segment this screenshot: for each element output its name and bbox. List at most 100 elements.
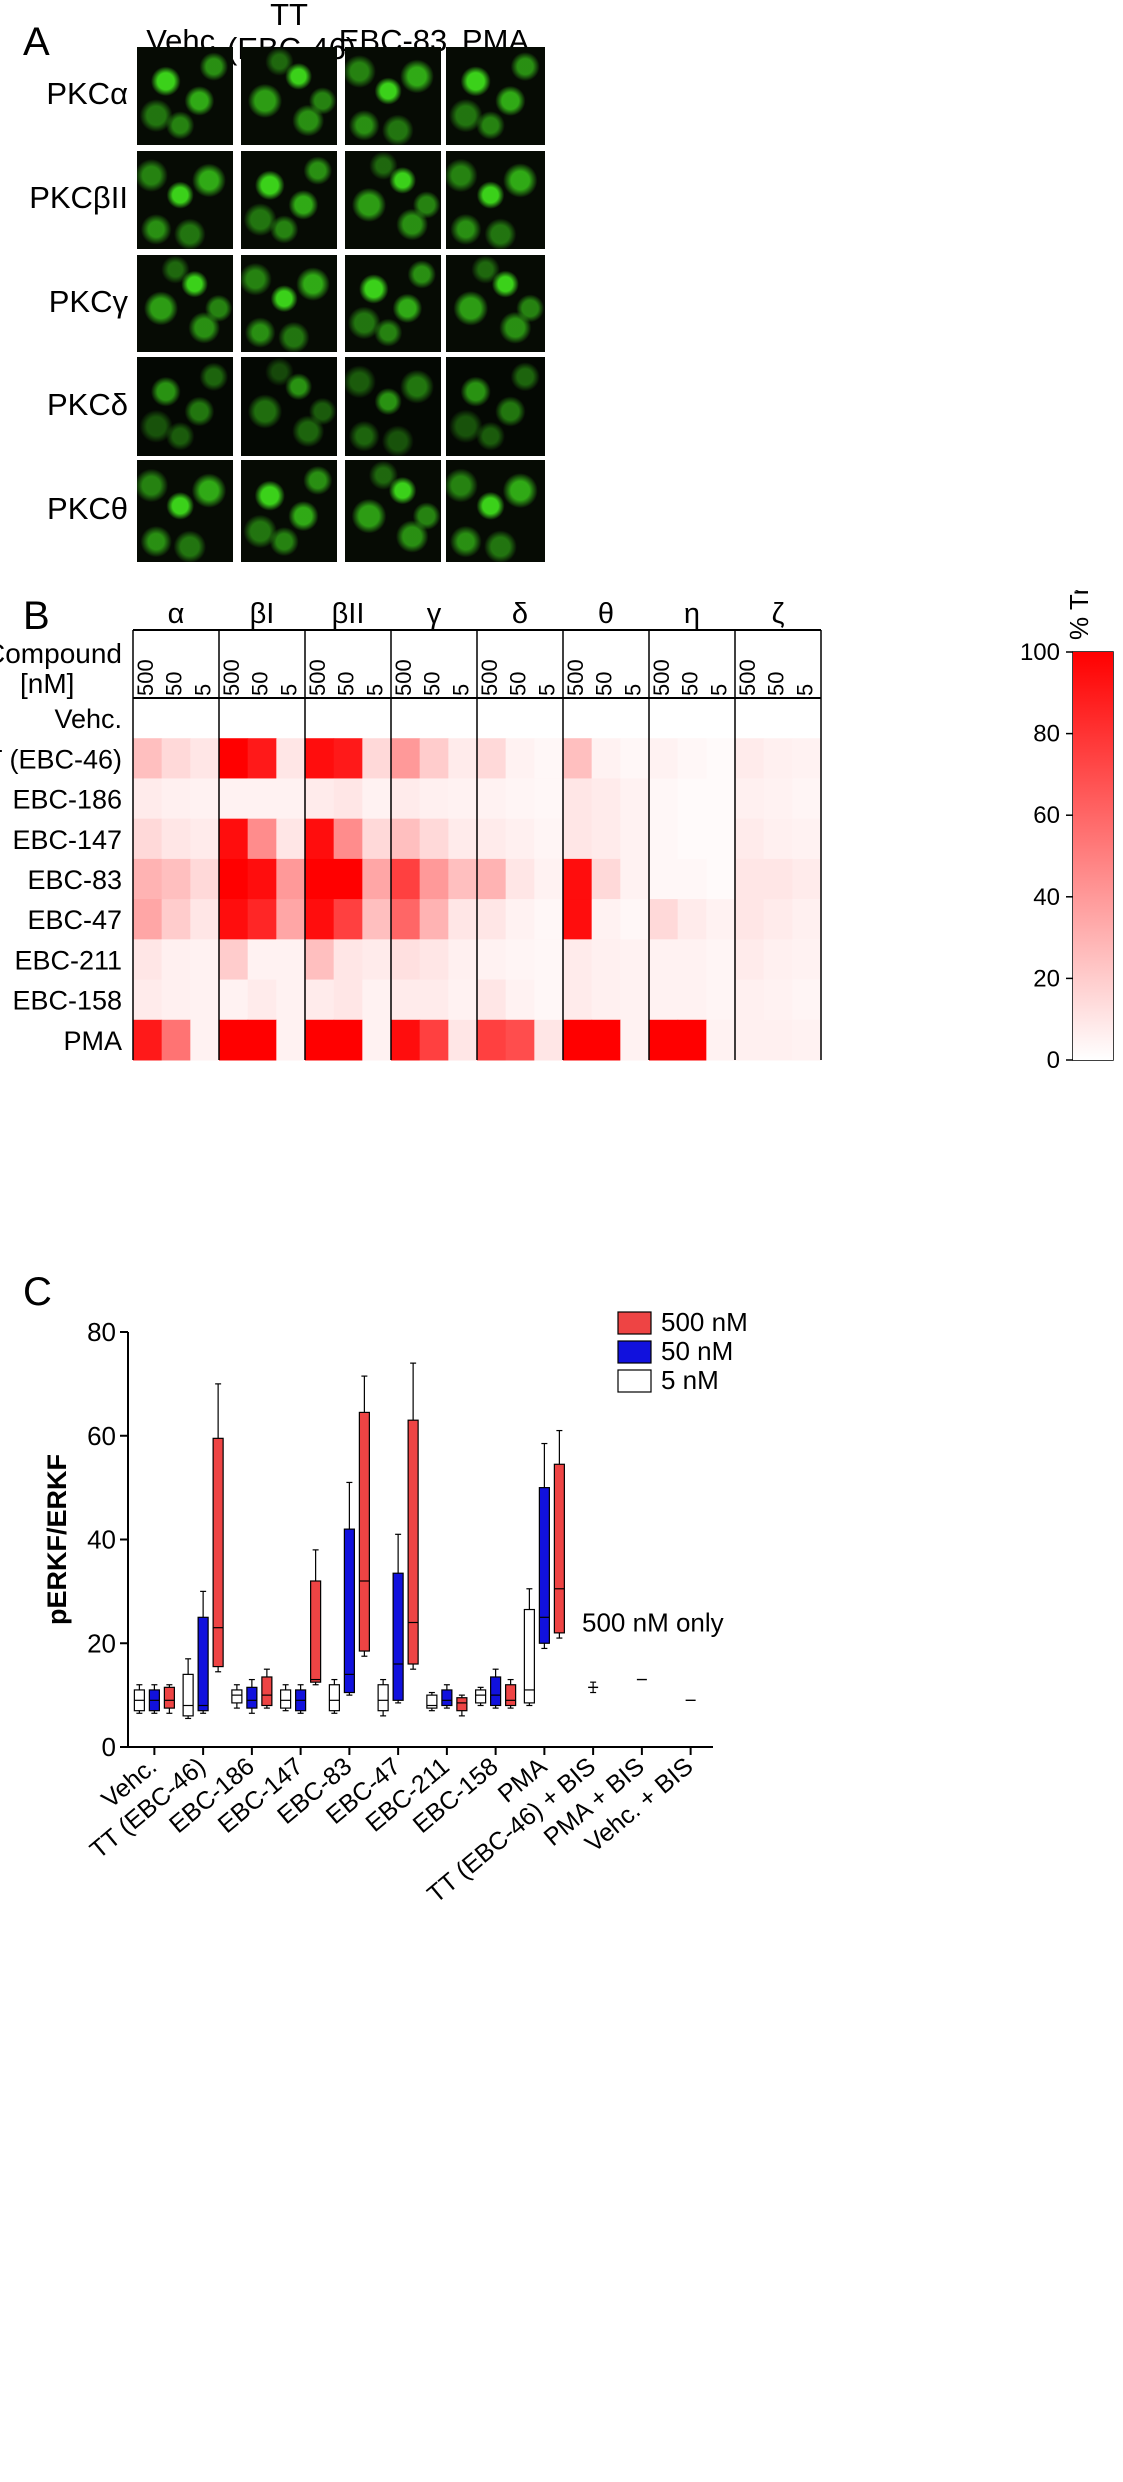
heatmap-cell <box>362 778 392 820</box>
heatmap-cell <box>276 778 306 820</box>
heatmap-cell <box>276 939 306 981</box>
heatmap-cell <box>706 939 736 981</box>
box-5-nm <box>231 1689 243 1704</box>
dose-label: 5 <box>792 684 817 696</box>
heatmap-cell <box>391 858 421 900</box>
heatmap-cell <box>391 818 421 860</box>
compound-label: EBC-47 <box>27 905 122 935</box>
heatmap-cell <box>792 818 822 860</box>
heatmap-cell <box>276 1019 306 1061</box>
heatmap-cell <box>161 778 191 820</box>
micrograph-pkc-pma <box>446 460 545 562</box>
heatmap-cell <box>534 698 564 739</box>
heatmap-cell <box>677 979 707 1021</box>
dose-label: 5 <box>706 684 731 696</box>
box-500-nm <box>163 1686 175 1709</box>
panel-c-letter: C <box>23 1270 52 1314</box>
heatmap-cell <box>563 818 593 860</box>
dose-label: 5 <box>448 684 473 696</box>
heatmap-cell <box>505 1019 535 1061</box>
y-tick-label: 40 <box>87 1525 116 1555</box>
unit-header: [nM] <box>20 668 74 699</box>
micrograph-pkc-vehc <box>137 255 233 352</box>
heatmap-cell <box>505 818 535 860</box>
isoform-label: θ <box>598 598 614 630</box>
heatmap-cell <box>190 899 220 940</box>
compound-label: PMA <box>63 1026 122 1056</box>
heatmap-cell <box>735 818 765 860</box>
heatmap-cell <box>305 818 335 860</box>
heatmap-cell <box>448 939 478 981</box>
heatmap-cell <box>190 858 220 900</box>
heatmap-cell <box>161 858 191 900</box>
micrograph-pkc-vehc <box>137 47 233 145</box>
heatmap-cell <box>505 979 535 1021</box>
row-header-pkc: PKCθ <box>47 491 128 526</box>
box-500-nm <box>456 1697 468 1712</box>
heatmap-cell <box>505 738 535 779</box>
heatmap-cell <box>333 899 363 940</box>
isoform-label: βII <box>332 598 365 630</box>
heatmap-cell <box>448 979 478 1021</box>
heatmap-cell <box>333 1019 363 1061</box>
heatmap-cell <box>620 858 650 900</box>
colorbar-tick-label: 80 <box>1033 721 1060 748</box>
heatmap-cell <box>706 979 736 1021</box>
heatmap-cell <box>735 979 765 1021</box>
box-50-nm <box>343 1528 355 1694</box>
legend-label-500-nm: 500 nM <box>661 1307 748 1337</box>
legend-label-5-nm: 5 nM <box>661 1365 719 1395</box>
dose-label: 500 <box>563 659 588 696</box>
heatmap-cell <box>534 1019 564 1061</box>
dose-label: 50 <box>334 672 359 696</box>
heatmap-cell <box>620 738 650 779</box>
row-header-pkc-ii: PKCβII <box>29 180 128 215</box>
heatmap-cell <box>649 698 679 739</box>
heatmap-cell <box>190 979 220 1021</box>
heatmap-cell <box>534 939 564 981</box>
dose-label: 50 <box>764 672 789 696</box>
heatmap-cell <box>677 818 707 860</box>
heatmap-cell <box>419 939 449 981</box>
heatmap-cell <box>763 939 793 981</box>
box-5-nm <box>523 1608 535 1704</box>
heatmap-cell <box>706 1019 736 1061</box>
heatmap-cell <box>735 698 765 739</box>
dose-label: 50 <box>592 672 617 696</box>
heatmap-cell <box>391 738 421 779</box>
micrograph-pkc-ii-tt-ebc-46 <box>241 151 337 249</box>
compound-label: EBC-186 <box>12 785 122 815</box>
heatmap-cell <box>190 818 220 860</box>
heatmap-cell <box>133 858 163 900</box>
isoform-label: δ <box>512 598 528 630</box>
heatmap-cell <box>677 1019 707 1061</box>
heatmap-cell <box>534 738 564 779</box>
heatmap-cell <box>133 778 163 820</box>
box-500-nm <box>505 1684 517 1707</box>
micrograph-pkc-pma <box>446 255 545 352</box>
y-tick-label: 60 <box>87 1421 116 1451</box>
heatmap-cell <box>305 778 335 820</box>
heatmap-cell <box>591 778 621 820</box>
dose-label: 5 <box>534 684 559 696</box>
colorbar-tick-label: 0 <box>1047 1047 1060 1074</box>
heatmap-cell <box>735 939 765 981</box>
heatmap-cell <box>133 818 163 860</box>
heatmap-cell <box>362 939 392 981</box>
heatmap-cell <box>706 778 736 820</box>
heatmap-cell <box>505 858 535 900</box>
heatmap-cell <box>161 738 191 779</box>
heatmap-cell <box>362 858 392 900</box>
isoform-label: α <box>168 598 185 630</box>
heatmap-cell <box>620 899 650 940</box>
heatmap-cell <box>247 939 277 981</box>
heatmap-cell <box>333 979 363 1021</box>
box-5-nm <box>280 1689 292 1709</box>
heatmap-cell <box>391 939 421 981</box>
heatmap-cell <box>677 858 707 900</box>
heatmap-cell <box>505 939 535 981</box>
heatmap-cell <box>591 979 621 1021</box>
micrograph-pkc-tt-ebc-46 <box>241 357 337 456</box>
heatmap-cell <box>391 899 421 940</box>
heatmap-cell <box>161 698 191 739</box>
